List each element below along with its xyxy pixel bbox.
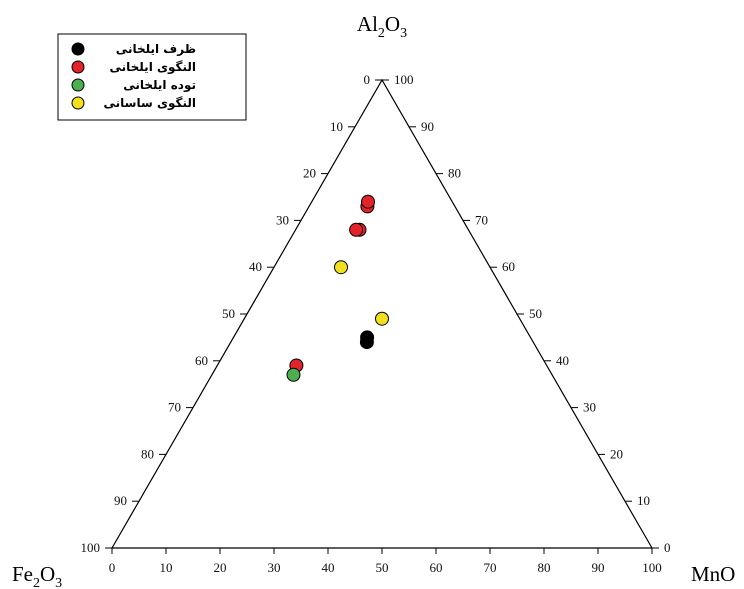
tick-label-right-100: 100 [394, 72, 414, 87]
corner-label-top: Al2O3 [357, 12, 407, 41]
tick-label-left-40: 40 [249, 259, 262, 274]
point-series-1-3 [349, 222, 364, 237]
tick-label-left-60: 60 [195, 353, 208, 368]
legend-label-2: توده ایلخانی [123, 78, 196, 93]
point-series-2-0 [286, 367, 301, 382]
tick-label-left-0: 0 [364, 72, 371, 87]
legend-label-1: النگوی ایلخانی [109, 60, 196, 75]
tick-label-right-70: 70 [475, 212, 488, 227]
tick-label-right-20: 20 [610, 446, 623, 461]
point-series-1-1 [361, 194, 375, 209]
tick-label-left-20: 20 [303, 166, 316, 181]
point-series-0-1 [359, 335, 374, 350]
tick-label-left-90: 90 [114, 493, 127, 508]
tick-label-left-50: 50 [222, 306, 235, 321]
tick-label-left-80: 80 [141, 446, 154, 461]
tick-label-bottom-60: 60 [430, 560, 443, 575]
tick-label-right-60: 60 [502, 259, 515, 274]
legend-marker-3 [71, 96, 85, 110]
tick-label-right-10: 10 [637, 493, 650, 508]
tick-label-left-10: 10 [330, 119, 343, 134]
tick-label-left-30: 30 [276, 212, 289, 227]
tick-label-bottom-0: 0 [109, 560, 116, 575]
point-series-3-1 [375, 311, 389, 326]
corner-label-left: Fe2O3 [12, 562, 62, 589]
tick-label-bottom-50: 50 [376, 560, 389, 575]
tick-label-bottom-30: 30 [268, 560, 281, 575]
tick-label-right-0: 0 [664, 540, 671, 555]
tick-labels: 0 0 0 10 10 10 20 20 20 30 30 30 40 40 40 50 50 50 60 60 60 7… [81, 72, 671, 575]
tick-label-bottom-40: 40 [322, 560, 335, 575]
legend-marker-1 [71, 60, 85, 74]
legend-box [57, 33, 247, 121]
legend-marker-2 [71, 78, 85, 92]
legend-marker-0 [71, 42, 85, 56]
tick-label-right-90: 90 [421, 119, 434, 134]
legend-label-3: النگوی ساسانی [104, 96, 196, 111]
tick-label-right-40: 40 [556, 353, 569, 368]
tick-label-bottom-70: 70 [484, 560, 497, 575]
tick-label-bottom-90: 90 [592, 560, 605, 575]
data-points [286, 194, 389, 382]
corner-label-right: MnO [691, 562, 735, 586]
tick-label-left-70: 70 [168, 400, 181, 415]
legend-label-0: ظرف ایلخانی [116, 42, 196, 56]
tick-label-right-80: 80 [448, 166, 461, 181]
tick-label-bottom-10: 10 [160, 560, 173, 575]
tick-label-right-30: 30 [583, 400, 596, 415]
tick-label-bottom-80: 80 [538, 560, 551, 575]
tick-label-left-100: 100 [81, 540, 101, 555]
legend: ظرف ایلخانی النگوی ایلخانی توده ایلخانی الن… [57, 33, 247, 121]
point-series-3-0 [334, 260, 348, 275]
tick-label-bottom-100: 100 [642, 560, 662, 575]
tick-label-right-50: 50 [529, 306, 542, 321]
tick-label-bottom-20: 20 [214, 560, 227, 575]
